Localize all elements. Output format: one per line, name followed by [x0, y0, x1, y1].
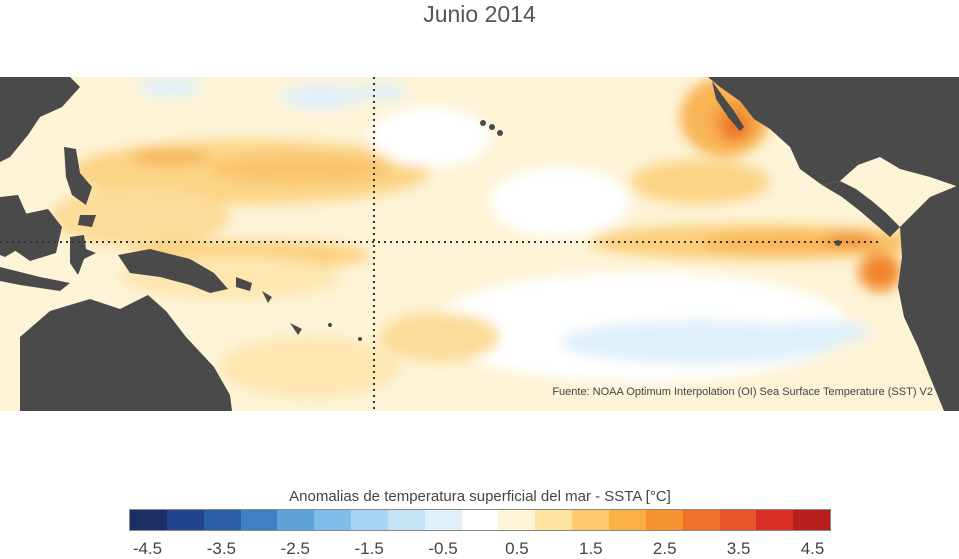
- color-swatch: [130, 510, 167, 530]
- color-swatch: [572, 510, 609, 530]
- color-swatch: [166, 510, 204, 530]
- color-scale-tick-label: -4.5: [132, 539, 163, 558]
- color-scale-tick-label: -3.5: [206, 539, 237, 558]
- data-source-note: Fuente: NOAA Optimum Interpolation (OI) …: [552, 386, 933, 398]
- color-swatch: [498, 510, 536, 530]
- color-swatch: [314, 510, 352, 530]
- anomaly-field: [50, 77, 930, 397]
- color-scale-tick-label: -0.5: [428, 539, 458, 558]
- legend-title: Anomalias de temperatura superficial del…: [289, 488, 671, 505]
- color-swatch: [535, 510, 573, 530]
- color-swatch: [277, 510, 315, 530]
- color-scale-tick-label: 3.5: [726, 539, 751, 558]
- color-scale-tick-label: 2.5: [652, 539, 677, 558]
- color-swatch: [424, 510, 462, 530]
- color-swatch: [719, 510, 757, 530]
- map-title: Junio 2014: [423, 1, 536, 27]
- color-swatch: [756, 510, 794, 530]
- color-scale-tick-label: 0.5: [505, 539, 529, 558]
- sst-anomaly-map: [0, 77, 959, 411]
- color-swatch: [461, 510, 499, 530]
- color-swatch: [608, 510, 646, 530]
- color-swatch: [203, 510, 241, 530]
- color-swatch: [387, 510, 425, 530]
- color-scale-bar: [129, 509, 831, 531]
- color-swatch: [682, 510, 720, 530]
- land-masses: [0, 77, 959, 411]
- color-swatch: [351, 510, 388, 530]
- color-swatch: [645, 510, 683, 530]
- color-scale-tick-label: 1.5: [579, 539, 603, 558]
- color-scale-tick-label: -2.5: [280, 539, 310, 558]
- color-scale-tick-label: 4.5: [800, 539, 825, 558]
- map-canvas: [0, 77, 959, 411]
- color-swatch: [240, 510, 278, 530]
- color-swatch: [793, 510, 831, 530]
- color-scale-tick-label: -1.5: [354, 539, 384, 558]
